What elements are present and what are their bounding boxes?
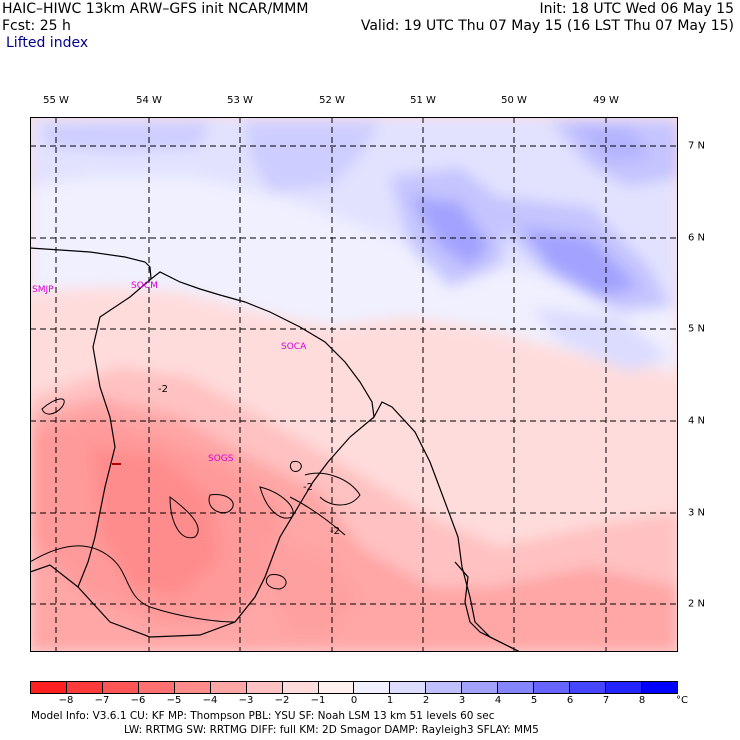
lon-label: 49 W [593, 95, 619, 106]
field-shading [30, 117, 678, 652]
colorbar-tick-label: 8 [638, 695, 646, 706]
lon-label: 55 W [43, 95, 69, 106]
colorbar-swatch [534, 682, 571, 693]
colorbar-tick-label: 3 [458, 695, 466, 706]
colorbar-swatch [426, 682, 463, 693]
colorbar-swatch [462, 682, 499, 693]
colorbar-tick-label: −1 [310, 695, 326, 706]
colorbar-tick-label: 6 [566, 695, 574, 706]
field-name: Lifted index [6, 35, 89, 51]
colorbar-swatch [354, 682, 391, 693]
colorbar-swatch [138, 682, 175, 693]
colorbar-swatch [641, 682, 677, 693]
lat-label: 3 N [688, 507, 706, 519]
colorbar-swatch [102, 682, 139, 693]
contour-line [169, 495, 199, 539]
colorbar-swatch [31, 682, 67, 693]
station-label-smjp: SMJP [32, 285, 54, 295]
colorbar-tick-label: −7 [94, 695, 110, 706]
contour-line [30, 545, 236, 623]
lat-label: 6 N [688, 232, 706, 244]
colorbar-tick-label: −5 [166, 695, 182, 706]
colorbar-tick-label: −4 [202, 695, 218, 706]
contour-line [289, 460, 302, 472]
contour-line [289, 496, 346, 536]
colorbar-swatch [246, 682, 283, 693]
colorbar-unit: °C [676, 695, 688, 706]
coastline [30, 247, 521, 652]
colorbar-tick-label: 0 [350, 695, 358, 706]
station-label-sogs: SOGS [208, 454, 234, 464]
lat-label: 2 N [688, 598, 706, 610]
colorbar-swatch [498, 682, 535, 693]
colorbar-swatch [282, 682, 319, 693]
colorbar-tick-label: −8 [58, 695, 74, 706]
colorbar-swatch [606, 682, 642, 693]
model-info-line1: Model Info: V3.6.1 CU: KF MP: Thompson P… [31, 710, 495, 722]
colorbar-tick-label: −3 [238, 695, 254, 706]
lon-label: 51 W [410, 95, 436, 106]
station-label-socm: SOCM [131, 281, 158, 291]
lat-label: 4 N [688, 415, 706, 427]
colorbar-swatch [174, 682, 211, 693]
contour-lines [30, 398, 361, 623]
colorbar [30, 681, 678, 694]
contour-label: -2 [330, 526, 340, 537]
colorbar-swatch [390, 682, 427, 693]
graticule [30, 117, 678, 652]
coastlines-borders [30, 247, 521, 652]
colorbar-swatch [570, 682, 606, 693]
lat-label: 5 N [688, 323, 706, 335]
contour-line [208, 494, 234, 514]
lifted-index-map: -2 -2 -2 SMJP SOCM SOCA SOGS [30, 117, 678, 652]
model-info-line2: LW: RRTMG SW: RRTMG DIFF: full KM: 2D Sm… [124, 724, 539, 736]
colorbar-swatch [66, 682, 103, 693]
contour-line [41, 398, 65, 415]
colorbar-swatch [210, 682, 247, 693]
init-time: Init: 18 UTC Wed 06 May 15 [539, 1, 734, 17]
contour-label: -2 [158, 384, 168, 395]
border-suriname-french-guiana [77, 416, 375, 638]
colorbar-tick-label: 5 [530, 695, 538, 706]
lat-label: 7 N [688, 140, 706, 152]
border-french-guiana-brazil [454, 561, 521, 652]
map-frame [30, 117, 678, 652]
colorbar-swatch [318, 682, 355, 693]
colorbar-tick-label: 4 [494, 695, 502, 706]
contour-line [265, 574, 287, 590]
contour-line [304, 472, 361, 506]
colorbar-tick-label: −2 [274, 695, 290, 706]
contour-label: -2 [303, 482, 313, 493]
lon-label: 54 W [136, 95, 162, 106]
station-label-soca: SOCA [281, 342, 307, 352]
lon-label: 53 W [227, 95, 253, 106]
valid-time: Valid: 19 UTC Thu 07 May 15 (16 LST Thu … [360, 18, 734, 34]
colorbar-tick-label: 2 [422, 695, 430, 706]
lon-label: 50 W [501, 95, 527, 106]
lon-label: 52 W [319, 95, 345, 106]
colorbar-tick-label: −6 [130, 695, 146, 706]
forecast-hour: Fcst: 25 h [2, 18, 71, 34]
colorbar-tick-label: 7 [602, 695, 610, 706]
colorbar-tick-label: 1 [386, 695, 394, 706]
header-title: HAIC–HIWC 13km ARW–GFS init NCAR/MMM [2, 1, 309, 17]
field-marker [112, 463, 121, 465]
